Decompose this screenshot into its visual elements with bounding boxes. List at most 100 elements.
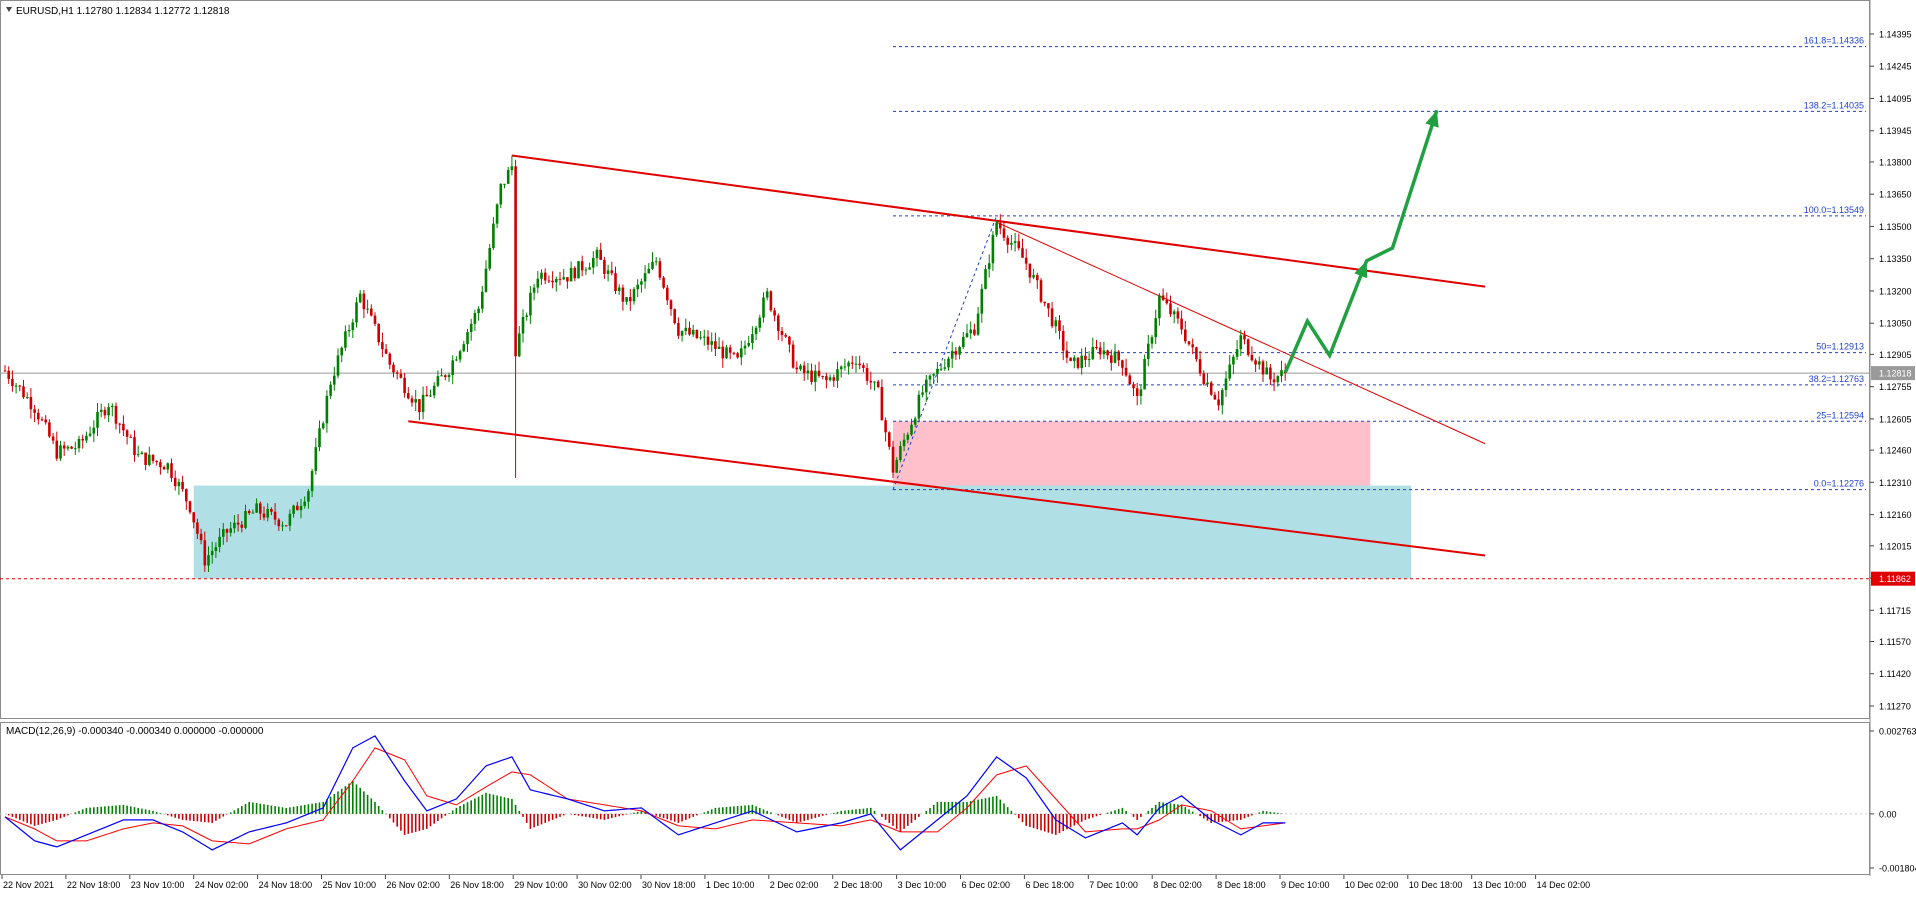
candle-body xyxy=(70,446,73,449)
candle-body xyxy=(262,513,266,518)
candle-body xyxy=(384,349,388,354)
candle-body xyxy=(329,384,332,396)
candle-body xyxy=(987,263,991,270)
candle-body xyxy=(791,344,795,368)
price-tick-label: 1.13945 xyxy=(1879,126,1912,136)
candle-body xyxy=(395,372,399,374)
price-tick-label: 1.12460 xyxy=(1879,446,1912,456)
candle-body xyxy=(1213,394,1217,400)
candle-body xyxy=(814,370,817,382)
candle-body xyxy=(1050,308,1054,327)
candle-body xyxy=(96,411,99,428)
candle-body xyxy=(869,380,873,383)
candle-body xyxy=(488,248,491,269)
candle-body xyxy=(621,287,625,302)
price-tick-label: 1.14095 xyxy=(1879,94,1912,104)
candle-body xyxy=(654,261,658,263)
candle-body xyxy=(1098,347,1102,355)
candle-body xyxy=(321,423,325,429)
candle-body xyxy=(155,460,158,463)
candle-body xyxy=(366,308,369,310)
candle-body xyxy=(333,375,336,385)
candle-body xyxy=(1110,355,1113,363)
candle-body xyxy=(754,327,758,335)
candle-body xyxy=(1069,357,1072,361)
candle-body xyxy=(617,287,621,292)
fib-level-label: 138.2=1.14035 xyxy=(1804,100,1864,110)
candle-body xyxy=(255,503,258,513)
candle-body xyxy=(592,258,595,268)
candle-body xyxy=(118,423,121,425)
candle-body xyxy=(1028,263,1032,278)
macd-tick-label: -0.001804 xyxy=(1879,864,1916,874)
candle-body xyxy=(455,359,458,361)
price-tick-label: 1.12160 xyxy=(1879,510,1912,520)
candle-body xyxy=(347,329,351,332)
candle-body xyxy=(614,273,617,292)
candle-body xyxy=(325,395,329,424)
candle-body xyxy=(636,284,639,290)
candle-body xyxy=(1239,335,1243,350)
candle-body xyxy=(525,315,528,317)
candle-body xyxy=(536,278,540,288)
price-tick-label: 1.13200 xyxy=(1879,286,1912,296)
candle-body xyxy=(680,331,684,336)
time-tick-label: 6 Dec 18:00 xyxy=(1025,880,1074,890)
candle-body xyxy=(802,365,806,374)
candle-body xyxy=(858,363,861,366)
fib-swing-line xyxy=(892,215,998,490)
candle-body xyxy=(210,551,214,556)
candle-body xyxy=(499,183,503,205)
candle-body xyxy=(122,423,125,431)
symbol-info: EURUSD,H1 1.12780 1.12834 1.12772 1.1281… xyxy=(16,6,230,17)
time-tick-label: 26 Nov 02:00 xyxy=(386,880,440,890)
candle-body xyxy=(1024,257,1028,264)
candle-body xyxy=(48,422,51,437)
candle-body xyxy=(388,353,392,365)
time-tick-label: 10 Dec 18:00 xyxy=(1409,880,1463,890)
price-tick-label: 1.13500 xyxy=(1879,222,1912,232)
candle-body xyxy=(1228,364,1231,379)
price-tick-label: 1.11270 xyxy=(1879,702,1911,712)
macd-label: MACD(12,26,9) -0.000340 -0.000340 0.0000… xyxy=(6,726,264,737)
candle-body xyxy=(259,503,262,514)
candle-body xyxy=(906,434,910,440)
candle-body xyxy=(1084,355,1087,360)
candle-body xyxy=(584,269,588,271)
candle-body xyxy=(103,409,107,416)
candle-body xyxy=(173,477,177,487)
candle-body xyxy=(62,445,66,449)
projection-arrowhead-mid xyxy=(1354,260,1368,279)
time-tick-label: 30 Nov 18:00 xyxy=(642,880,696,890)
candle-body xyxy=(222,529,225,537)
candle-body xyxy=(303,501,306,506)
candle-body xyxy=(551,280,554,283)
candle-body xyxy=(85,435,88,441)
candle-body xyxy=(477,308,480,314)
candle-body xyxy=(188,501,192,513)
time-tick-label: 23 Nov 10:00 xyxy=(131,880,185,890)
time-tick-label: 22 Nov 2021 xyxy=(3,880,54,890)
candle-body xyxy=(377,323,380,343)
candle-body xyxy=(1154,318,1157,338)
candle-body xyxy=(728,347,732,353)
candle-body xyxy=(233,522,236,529)
candle-body xyxy=(510,166,514,171)
candle-body xyxy=(965,333,969,337)
current-price-badge xyxy=(1871,366,1915,381)
candle-body xyxy=(839,366,843,370)
price-tick-label: 1.13800 xyxy=(1879,157,1912,167)
candle-body xyxy=(473,313,477,324)
candle-body xyxy=(836,369,839,381)
candle-body xyxy=(125,430,129,437)
candle-body xyxy=(170,463,173,478)
candle-body xyxy=(462,344,466,352)
candle-body xyxy=(743,345,747,349)
triangle-down-icon[interactable] xyxy=(6,7,12,12)
candle-body xyxy=(77,438,81,449)
candle-body xyxy=(873,381,876,383)
candle-body xyxy=(514,166,517,357)
candle-body xyxy=(599,249,602,260)
